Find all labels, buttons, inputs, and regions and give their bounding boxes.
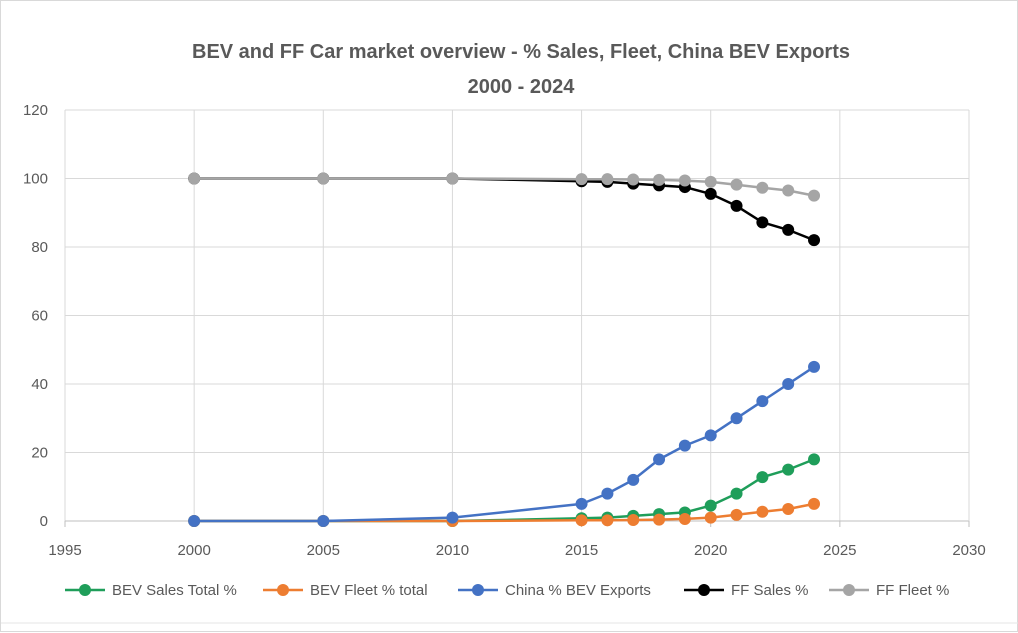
legend-label: BEV Sales Total %	[112, 582, 237, 599]
data-point	[446, 172, 459, 185]
legend-swatch-marker	[698, 584, 710, 596]
data-point	[704, 429, 717, 442]
data-point	[678, 439, 691, 452]
series-layer	[188, 172, 821, 527]
data-point	[808, 453, 821, 466]
legend-swatch-marker	[79, 584, 91, 596]
data-point	[730, 412, 743, 425]
x-tick-label: 2010	[436, 542, 469, 559]
data-point	[317, 172, 330, 185]
legend-swatch-marker	[472, 584, 484, 596]
data-point	[704, 175, 717, 188]
x-tick-label: 2020	[694, 542, 727, 559]
data-point	[575, 497, 588, 510]
legend-label: BEV Fleet % total	[310, 582, 428, 599]
data-point	[808, 497, 821, 510]
series-line	[194, 177, 815, 242]
data-point	[653, 173, 666, 186]
chart-subtitle: 2000 - 2024	[468, 76, 576, 98]
data-point	[808, 234, 821, 247]
y-tick-label: 20	[31, 445, 48, 462]
legend-item: FF Fleet %	[829, 582, 949, 599]
data-point	[808, 360, 821, 373]
series-4	[188, 172, 821, 202]
y-tick-label: 100	[23, 171, 48, 188]
data-point	[575, 514, 588, 527]
data-point	[756, 216, 769, 229]
legend-label: China % BEV Exports	[505, 582, 651, 599]
data-point	[730, 487, 743, 500]
legend-item: BEV Sales Total %	[65, 582, 237, 599]
data-point	[317, 515, 330, 527]
data-point	[575, 173, 588, 186]
data-point	[730, 178, 743, 191]
series-2	[188, 360, 821, 527]
y-tick-label: 40	[31, 376, 48, 393]
data-point	[782, 223, 795, 236]
data-point	[627, 473, 640, 486]
legend-label: FF Fleet %	[876, 582, 949, 599]
data-point	[782, 378, 795, 390]
data-point	[808, 189, 821, 202]
series-line	[194, 365, 815, 523]
legend-swatch-marker	[277, 584, 289, 596]
y-tick-label: 0	[40, 513, 48, 530]
data-point	[782, 463, 795, 476]
series-line	[194, 177, 815, 197]
data-point	[704, 499, 717, 512]
x-tick-label: 2000	[177, 542, 210, 559]
data-point	[627, 173, 640, 186]
data-point	[446, 511, 459, 524]
x-tick-label: 2030	[952, 542, 985, 559]
legend-label: FF Sales %	[731, 582, 809, 599]
data-point	[756, 181, 769, 194]
data-point	[188, 515, 201, 527]
data-point	[678, 174, 691, 187]
data-point	[730, 508, 743, 521]
legend-item: China % BEV Exports	[458, 582, 651, 599]
data-point	[601, 487, 614, 500]
data-point	[678, 512, 691, 525]
y-tick-label: 120	[23, 102, 48, 119]
x-tick-label: 1995	[48, 542, 81, 559]
data-point	[756, 471, 769, 484]
grid-layer	[64, 109, 970, 522]
data-point	[756, 395, 769, 408]
legend-item: BEV Fleet % total	[263, 582, 428, 599]
x-tick-label: 2025	[823, 542, 856, 559]
data-point	[704, 511, 717, 524]
legend-item: FF Sales %	[684, 582, 809, 599]
data-point	[188, 172, 201, 185]
data-point	[601, 514, 614, 527]
data-point	[653, 513, 666, 526]
data-point	[653, 453, 666, 466]
y-tick-label: 60	[31, 308, 48, 325]
data-point	[730, 199, 743, 212]
data-point	[782, 184, 795, 197]
x-tick-label: 2015	[565, 542, 598, 559]
chart-title: BEV and FF Car market overview - % Sales…	[192, 41, 850, 63]
data-point	[782, 503, 795, 516]
legend-swatch-marker	[843, 584, 855, 596]
data-point	[756, 505, 769, 518]
data-point	[601, 173, 614, 186]
data-point	[704, 187, 717, 200]
legend: BEV Sales Total % BEV Fleet % total China …	[65, 582, 949, 599]
x-tick-label: 2005	[307, 542, 340, 559]
data-point	[627, 513, 640, 526]
y-tick-label: 80	[31, 239, 48, 256]
